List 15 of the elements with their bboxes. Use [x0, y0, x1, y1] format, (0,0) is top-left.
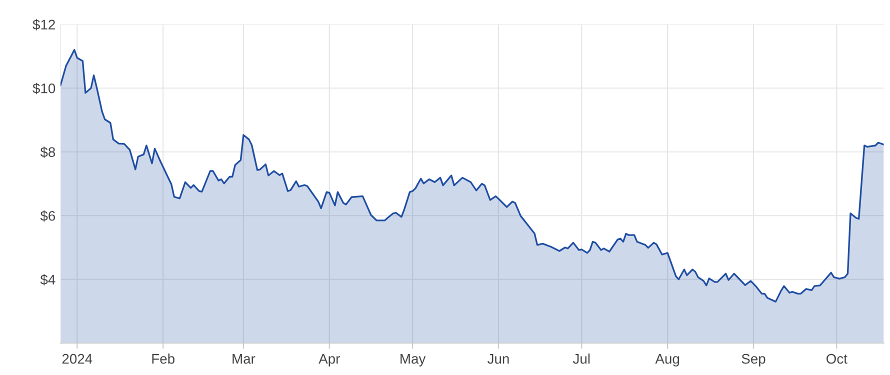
- y-tick-label: $10: [32, 82, 56, 94]
- y-tick-label: $6: [40, 210, 56, 222]
- x-tick-label: Jul: [572, 354, 590, 364]
- x-tick-label: Jun: [488, 354, 509, 364]
- x-tick-label: Feb: [152, 354, 174, 364]
- x-tick-label: Oct: [826, 354, 848, 364]
- x-tick-label: Mar: [232, 354, 256, 364]
- x-tick-label: Sep: [742, 354, 766, 366]
- y-tick-label: $8: [40, 146, 56, 158]
- x-tick-label: May: [400, 354, 426, 366]
- y-tick-label: $12: [32, 19, 55, 30]
- x-tick-label: Apr: [318, 354, 340, 366]
- y-tick-label: $4: [40, 274, 56, 286]
- x-tick-label: Aug: [655, 354, 680, 366]
- x-tick-label: 2024: [62, 354, 92, 364]
